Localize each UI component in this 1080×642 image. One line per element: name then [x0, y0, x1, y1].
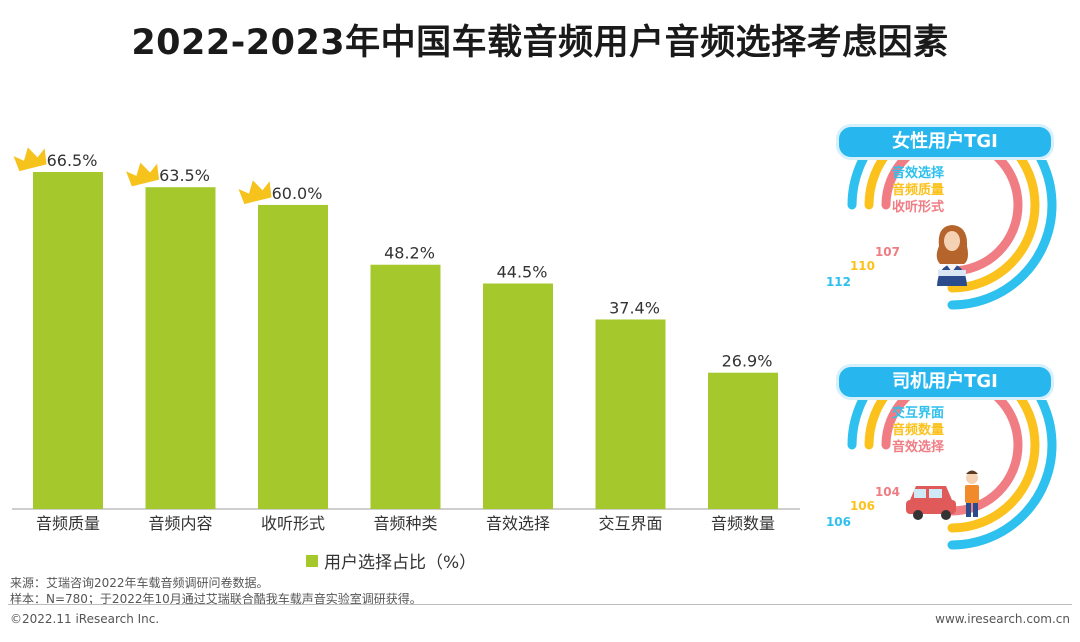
tgi-driver-ring-middle [864, 400, 1040, 533]
source-note: 来源：艾瑞咨询2022年车载音频调研问卷数据。 [10, 576, 269, 590]
legend-swatch [306, 554, 318, 567]
tgi-female-label-2: 音频质量 [892, 182, 944, 198]
bar-7 [708, 372, 778, 509]
tgi-female-ring-middle [864, 160, 1040, 293]
value-label-6: 37.4% [609, 298, 660, 317]
bar-5 [483, 283, 553, 509]
value-label-3: 60.0% [272, 184, 323, 203]
tgi-female-label-3: 收听形式 [892, 199, 944, 215]
woman-reading-icon [936, 225, 968, 286]
tgi-female-value-2: 110 [850, 259, 875, 273]
category-label-7: 音频数量 [711, 514, 775, 533]
tgi-driver-header: 司机用户TGI [836, 364, 1054, 400]
tgi-driver-value-3: 104 [875, 485, 900, 499]
value-label-1: 66.5% [47, 151, 98, 170]
bar-6 [595, 319, 666, 509]
bar-4 [370, 264, 441, 509]
tgi-female-panel: 女性用户TGI 音效选择 音频质量 收听形式 112 110 107 [820, 124, 1070, 344]
tgi-female-rings: 音效选择 音频质量 收听形式 112 110 107 [826, 160, 1057, 310]
sample-note: 样本：N=780；于2022年10月通过艾瑞联合酷我车载声音实验室调研获得。 [10, 592, 422, 606]
bar-2 [145, 187, 216, 509]
driver-with-car-icon [906, 470, 979, 520]
tgi-driver-label-3: 音效选择 [892, 439, 945, 455]
tgi-driver-value-1: 106 [826, 515, 851, 529]
bar-3 [258, 204, 328, 509]
copyright: ©2022.11 iResearch Inc. [10, 612, 160, 626]
bar-1 [33, 172, 103, 509]
tgi-driver-label-1: 交互界面 [892, 405, 944, 421]
value-label-4: 48.2% [384, 244, 435, 263]
value-label-2: 63.5% [159, 166, 210, 185]
tgi-female-value-3: 107 [875, 245, 900, 259]
tgi-driver-label-2: 音频数量 [892, 422, 944, 438]
value-label-7: 26.9% [722, 352, 773, 371]
tgi-driver-ring-outer [847, 400, 1057, 550]
category-label-2: 音频内容 [148, 514, 212, 533]
page-title: 2022-2023年中国车载音频用户音频选择考虑因素 [131, 23, 949, 63]
category-label-5: 音效选择 [486, 514, 550, 533]
tgi-driver-value-2: 106 [850, 499, 875, 513]
bar-chart: 66.5% 音频质量 63.5% 音频内容 60.0% 收听形式 48.2% 音频种类 44.5… [12, 147, 800, 533]
tgi-female-value-1: 112 [826, 275, 851, 289]
category-label-6: 交互界面 [598, 514, 662, 533]
chart-legend: 用户选择占比（%） [306, 548, 476, 573]
legend-label: 用户选择占比（%） [324, 553, 477, 573]
tgi-driver-ring-inner [881, 400, 1023, 516]
website: www.iresearch.com.cn [935, 612, 1070, 626]
crown-icon [238, 180, 272, 205]
category-label-4: 音频种类 [373, 514, 437, 533]
tgi-female-label-1: 音效选择 [892, 165, 945, 181]
tgi-female-header: 女性用户TGI [836, 124, 1054, 160]
crown-icon [13, 147, 47, 172]
tgi-driver-rings: 交互界面 音频数量 音效选择 106 106 104 [826, 400, 1057, 550]
category-label-3: 收听形式 [261, 514, 325, 533]
crown-icon [126, 162, 160, 187]
tgi-female-ring-inner [881, 160, 1023, 276]
category-label-1: 音频质量 [36, 514, 100, 533]
tgi-driver-panel: 司机用户TGI 交互界面 音频数量 音效选择 106 106 104 [820, 364, 1070, 594]
tgi-female-ring-outer [847, 160, 1057, 310]
value-label-5: 44.5% [497, 262, 548, 281]
footer-divider [8, 604, 1072, 605]
